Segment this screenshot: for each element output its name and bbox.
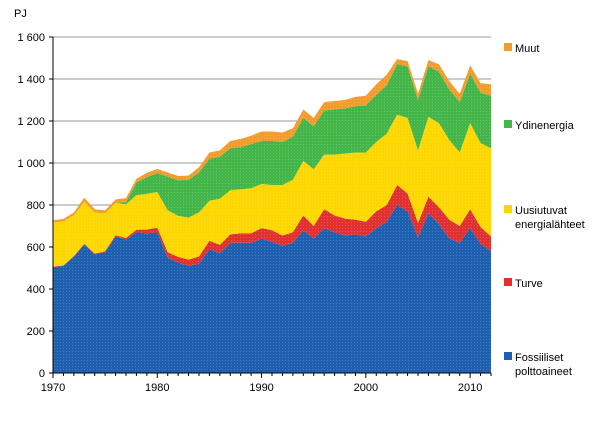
legend-label: polttoaineet xyxy=(515,366,572,378)
area-texture-ydinenergia xyxy=(53,64,491,223)
y-tick-label: 0 xyxy=(39,368,45,380)
y-axis-unit-label: PJ xyxy=(14,8,27,20)
legend-item-uusiutuvat-energialahteet: Uusiutuvat energialähteet xyxy=(504,205,585,231)
y-tick-label: 1 000 xyxy=(17,158,45,170)
x-tick-label: 1980 xyxy=(145,382,169,394)
legend-label: Turve xyxy=(515,278,543,290)
y-tick-label: 400 xyxy=(27,284,45,296)
x-tick-label: 2000 xyxy=(354,382,378,394)
legend-label: energialähteet xyxy=(515,219,585,231)
legend-item-fossiiliset-polttoaineet: Fossiiliset polttoaineet xyxy=(504,352,572,378)
x-tick-label: 2010 xyxy=(458,382,482,394)
x-tick-label: 1970 xyxy=(41,382,65,394)
legend-swatch xyxy=(504,120,512,128)
legend-swatch xyxy=(504,43,512,51)
y-tick-label: 800 xyxy=(27,200,45,212)
legend-item-muut: Muut xyxy=(504,43,539,55)
y-tick-label: 1 400 xyxy=(17,74,45,86)
area-series-group xyxy=(53,59,491,373)
legend: Muut Ydinenergia Uusiutuvat energialähteet T… xyxy=(504,43,585,378)
legend-swatch xyxy=(504,352,512,360)
legend-swatch xyxy=(504,278,512,286)
y-tick-label: 1 200 xyxy=(17,116,45,128)
legend-label: Uusiutuvat xyxy=(515,205,567,217)
legend-item-ydinenergia: Ydinenergia xyxy=(504,120,575,132)
legend-label: Ydinenergia xyxy=(515,120,575,132)
legend-label: Fossiiliset xyxy=(515,352,563,364)
area-texture-fossiiliset-polttoaineet xyxy=(53,205,491,373)
y-tick-label: 200 xyxy=(27,326,45,338)
area-texture-uusiutuvat-energialahteet xyxy=(53,114,491,267)
axes: 0 200 400 600 800 1 000 1 200 1 400 1 600 1970 198… xyxy=(17,32,492,394)
y-tick-label: 600 xyxy=(27,242,45,254)
y-tick-label: 1 600 xyxy=(17,32,45,44)
legend-swatch xyxy=(504,205,512,213)
legend-label: Muut xyxy=(515,43,539,55)
x-tick-label: 1990 xyxy=(249,382,273,394)
legend-item-turve: Turve xyxy=(504,278,543,290)
area-texture-muut xyxy=(53,59,491,223)
